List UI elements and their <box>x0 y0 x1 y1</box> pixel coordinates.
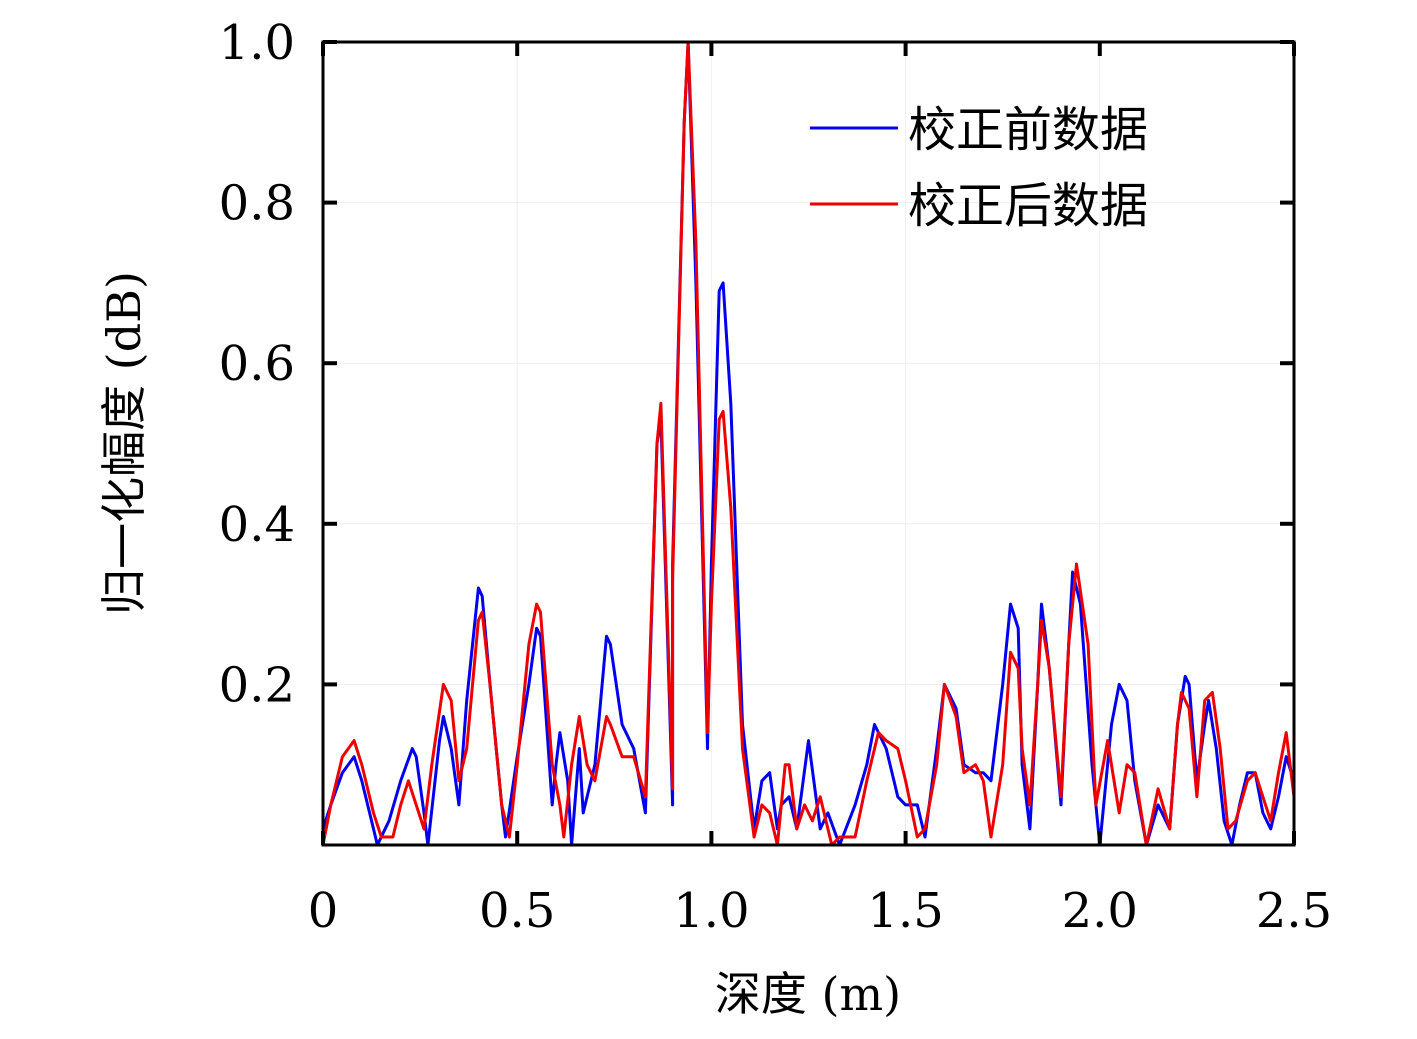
x-tick-label: 2.0 <box>1062 883 1138 939</box>
x-tick-label: 2.5 <box>1256 883 1332 939</box>
y-tick-label: 0.8 <box>219 176 295 232</box>
x-tick-label: 1.5 <box>867 883 943 939</box>
series-layer <box>323 42 1294 845</box>
x-tick-label: 1.0 <box>673 883 749 939</box>
ticks <box>321 40 1296 845</box>
y-axis-title: 归一化幅度 (dB) <box>97 271 151 615</box>
x-tick-label: 0.5 <box>479 883 555 939</box>
plot-frame <box>321 40 1296 847</box>
series-line-1 <box>323 42 1294 845</box>
y-tick-label: 0.2 <box>219 657 295 713</box>
legend-label-after: 校正后数据 <box>908 178 1148 234</box>
y-tick-label: 1.0 <box>219 15 295 71</box>
x-axis-title: 深度 (m) <box>715 967 901 1021</box>
legend-label-before: 校正前数据 <box>908 102 1148 158</box>
legend: 校正前数据 校正后数据 <box>810 102 1148 234</box>
tick-labels: 0 0.5 1.0 1.5 2.0 2.5 0.2 0.4 0.6 0.8 1.0 <box>219 15 1333 939</box>
x-tick-label: 0 <box>308 883 339 939</box>
y-tick-label: 0.6 <box>219 336 295 392</box>
y-tick-label: 0.4 <box>219 497 295 553</box>
